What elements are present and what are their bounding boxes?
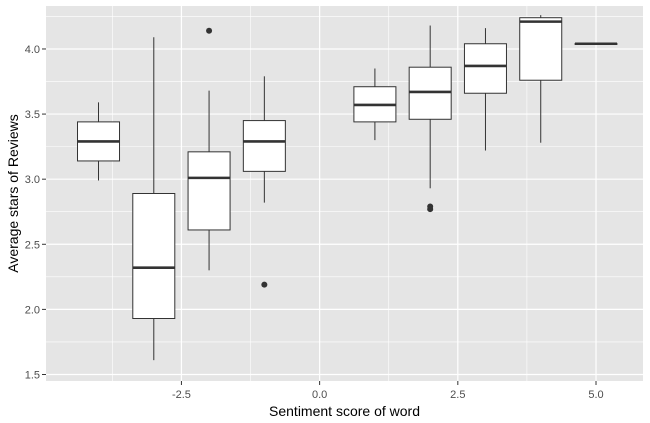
axis-ticks [42, 48, 597, 385]
x-axis-title: Sentiment score of word [269, 403, 420, 419]
y-tick-label: 2.5 [25, 239, 40, 251]
axis-tick-labels: -2.5 0.0 2.5 5.0 1.5 2.0 2.5 3.0 3.5 4.0 [25, 44, 604, 401]
outlier-point [427, 206, 434, 213]
box-group [187, 27, 231, 271]
box-group [519, 15, 563, 143]
box-iqr [242, 120, 286, 172]
x-tick-label: -2.5 [172, 389, 191, 401]
y-tick-label: 3.5 [25, 109, 40, 121]
outlier-point [261, 281, 268, 288]
box-group [463, 28, 507, 151]
box-group [353, 68, 397, 141]
box-group [242, 76, 286, 288]
box-iqr [408, 66, 452, 120]
y-tick-label: 1.5 [25, 369, 40, 381]
box-iqr [187, 151, 231, 231]
box-group [408, 25, 452, 213]
x-tick-label: 0.0 [312, 389, 327, 401]
outlier-point [206, 27, 213, 34]
y-axis-title: Average stars of Reviews [5, 114, 21, 272]
box-iqr [463, 43, 507, 94]
box-iqr [519, 17, 563, 81]
box-iqr [132, 193, 176, 319]
x-tick-label: 5.0 [588, 389, 603, 401]
y-tick-label: 4.0 [25, 44, 40, 56]
x-tick-label: 2.5 [450, 389, 465, 401]
box-group [574, 42, 618, 46]
y-tick-label: 2.0 [25, 304, 40, 316]
box-group [132, 37, 176, 361]
y-tick-label: 3.0 [25, 174, 40, 186]
box-group [77, 102, 121, 181]
boxes [77, 15, 618, 361]
grid-minor [46, 6, 643, 381]
